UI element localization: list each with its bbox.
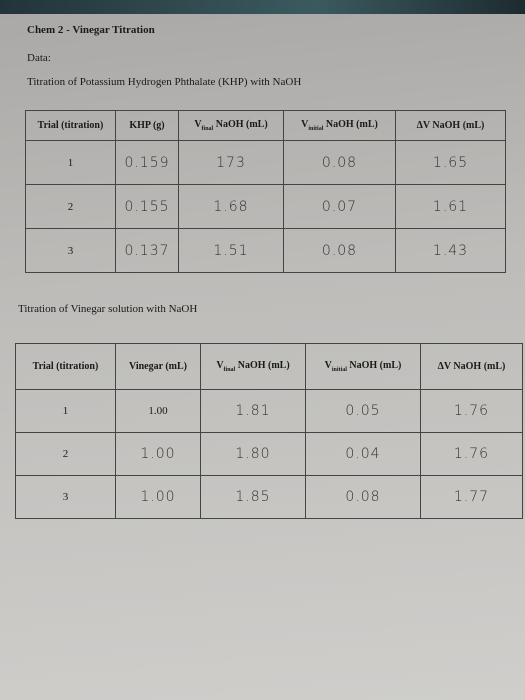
table-row: 2 0.155 1.68 0.07 1.61 <box>25 184 506 229</box>
value-cell: 173 <box>178 140 284 185</box>
table-row: 3 0.137 1.51 0.08 1.43 <box>25 228 506 273</box>
header-subscript: final <box>223 367 236 373</box>
header-text: NaOH (mL) <box>237 360 290 371</box>
value-cell: 1.76 <box>420 432 523 476</box>
photo-edge <box>0 0 525 14</box>
value-cell: 0.155 <box>115 184 179 229</box>
value-cell: 1.81 <box>200 389 306 433</box>
value-cell: 1.00 <box>115 389 201 433</box>
column-header: Trial (titration) <box>15 343 116 390</box>
value-cell: 1.43 <box>395 228 506 273</box>
header-text: Vinegar (mL) <box>128 361 188 372</box>
value-cell: 0.08 <box>283 140 396 185</box>
section-label: Data: <box>27 52 51 64</box>
value-cell: 1.77 <box>420 475 523 519</box>
header-subscript: final <box>201 126 214 132</box>
column-header: ΔV NaOH (mL) <box>420 343 523 390</box>
trial-cell: 2 <box>15 432 116 476</box>
value-cell: 1.85 <box>200 475 306 519</box>
column-header: Vinitial NaOH (mL) <box>305 343 421 390</box>
header-text: V <box>216 360 224 371</box>
column-header: Vinitial NaOH (mL) <box>283 110 396 141</box>
trial-cell: 1 <box>15 389 116 433</box>
header-text: V <box>301 119 309 130</box>
trial-cell: 1 <box>25 140 116 185</box>
value-cell: 1.80 <box>200 432 306 476</box>
header-text: NaOH (mL) <box>349 360 402 371</box>
table-caption: Titration of Vinegar solution with NaOH <box>18 303 198 315</box>
value-cell: 1.76 <box>420 389 523 433</box>
header-row: Trial (titration) Vinegar (mL) Vfinal NaOH… <box>15 343 523 390</box>
trial-cell: 2 <box>25 184 116 229</box>
value-cell: 1.00 <box>115 432 201 476</box>
header-subscript: initial <box>331 367 347 373</box>
column-header: ΔV NaOH (mL) <box>395 110 506 141</box>
table-caption: Titration of Potassium Hydrogen Phthalat… <box>27 76 302 88</box>
table-row: 3 1.00 1.85 0.08 1.77 <box>15 475 523 519</box>
table-row: 1 1.00 1.81 0.05 1.76 <box>15 389 523 433</box>
vinegar-table: Trial (titration) Vinegar (mL) Vfinal NaOH… <box>15 343 523 519</box>
value-cell: 1.65 <box>395 140 506 185</box>
value-cell: 0.137 <box>115 228 179 273</box>
value-cell: 0.05 <box>305 389 421 433</box>
title: Chem 2 - Vinegar Titration <box>27 24 155 36</box>
value-cell: 0.159 <box>115 140 179 185</box>
header-text: KHP (g) <box>129 120 165 131</box>
table-row: 1 0.159 173 0.08 1.65 <box>25 140 506 185</box>
value-cell: 1.00 <box>115 475 201 519</box>
column-header: Vinegar (mL) <box>115 343 201 390</box>
column-header: Vfinal NaOH (mL) <box>200 343 306 390</box>
header-subscript: initial <box>308 126 324 132</box>
khp-table: Trial (titration) KHP (g) Vfinal NaOH (mL)… <box>25 110 506 273</box>
header-text: V <box>194 119 202 130</box>
value-cell: 0.04 <box>305 432 421 476</box>
column-header: Trial (titration) <box>25 110 116 141</box>
header-row: Trial (titration) KHP (g) Vfinal NaOH (mL)… <box>25 110 506 141</box>
trial-cell: 3 <box>15 475 116 519</box>
header-text: NaOH (mL) <box>325 119 378 130</box>
header-text: ΔV NaOH (mL) <box>416 120 485 131</box>
value-cell: 0.08 <box>283 228 396 273</box>
header-text: NaOH (mL) <box>215 119 268 130</box>
value-cell: 0.07 <box>283 184 396 229</box>
header-text: ΔV NaOH (mL) <box>437 361 506 372</box>
table-row: 2 1.00 1.80 0.04 1.76 <box>15 432 523 476</box>
value-cell: 1.61 <box>395 184 506 229</box>
header-text: Trial (titration) <box>32 361 99 372</box>
header-text: V <box>324 360 332 371</box>
column-header: Vfinal NaOH (mL) <box>178 110 284 141</box>
column-header: KHP (g) <box>115 110 179 141</box>
value-cell: 1.51 <box>178 228 284 273</box>
header-text: Trial (titration) <box>37 120 104 131</box>
value-cell: 0.08 <box>305 475 421 519</box>
value-cell: 1.68 <box>178 184 284 229</box>
trial-cell: 3 <box>25 228 116 273</box>
